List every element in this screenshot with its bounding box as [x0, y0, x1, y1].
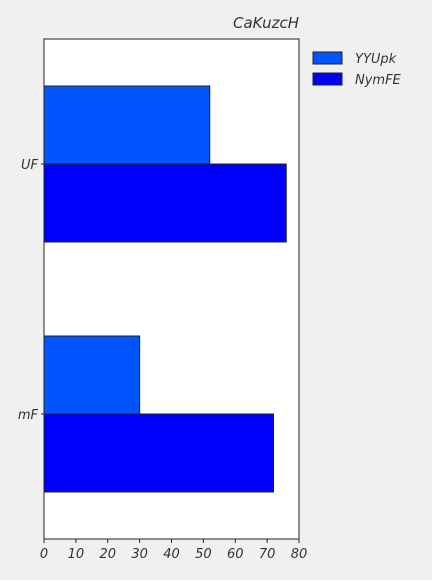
legend-label-YYUpk: YYUpk	[355, 52, 397, 67]
bars	[43, 85, 287, 493]
x-tick-label: 30	[131, 547, 148, 562]
x-tick-label: 40	[163, 547, 180, 562]
x-tick-label: 20	[99, 547, 116, 562]
y-axis: UF mF	[18, 158, 44, 423]
bar-YYUpk-mF	[43, 335, 141, 415]
bar-YYUpk-UF	[43, 85, 211, 165]
legend-swatch-NymFE	[312, 72, 343, 86]
y-tick-label: mF	[18, 408, 39, 423]
y-tick-label: UF	[21, 158, 39, 173]
x-tick-label: 60	[227, 547, 244, 562]
legend-label-NymFE: NymFE	[355, 73, 402, 88]
legend-swatch-YYUpk	[312, 51, 343, 65]
x-tick-label: 80	[291, 547, 308, 562]
x-tick-label: 50	[195, 547, 212, 562]
x-tick-label: 0	[40, 547, 48, 562]
x-axis: 0 10 20 30 40 50 60 70 80	[40, 539, 307, 562]
chart-title: CaKuzcH	[233, 14, 299, 32]
bar-NymFE-UF	[43, 163, 287, 243]
legend: YYUpk NymFE	[312, 51, 402, 88]
bar-NymFE-mF	[43, 413, 274, 493]
x-tick-label: 10	[68, 547, 85, 562]
x-tick-label: 70	[259, 547, 276, 562]
